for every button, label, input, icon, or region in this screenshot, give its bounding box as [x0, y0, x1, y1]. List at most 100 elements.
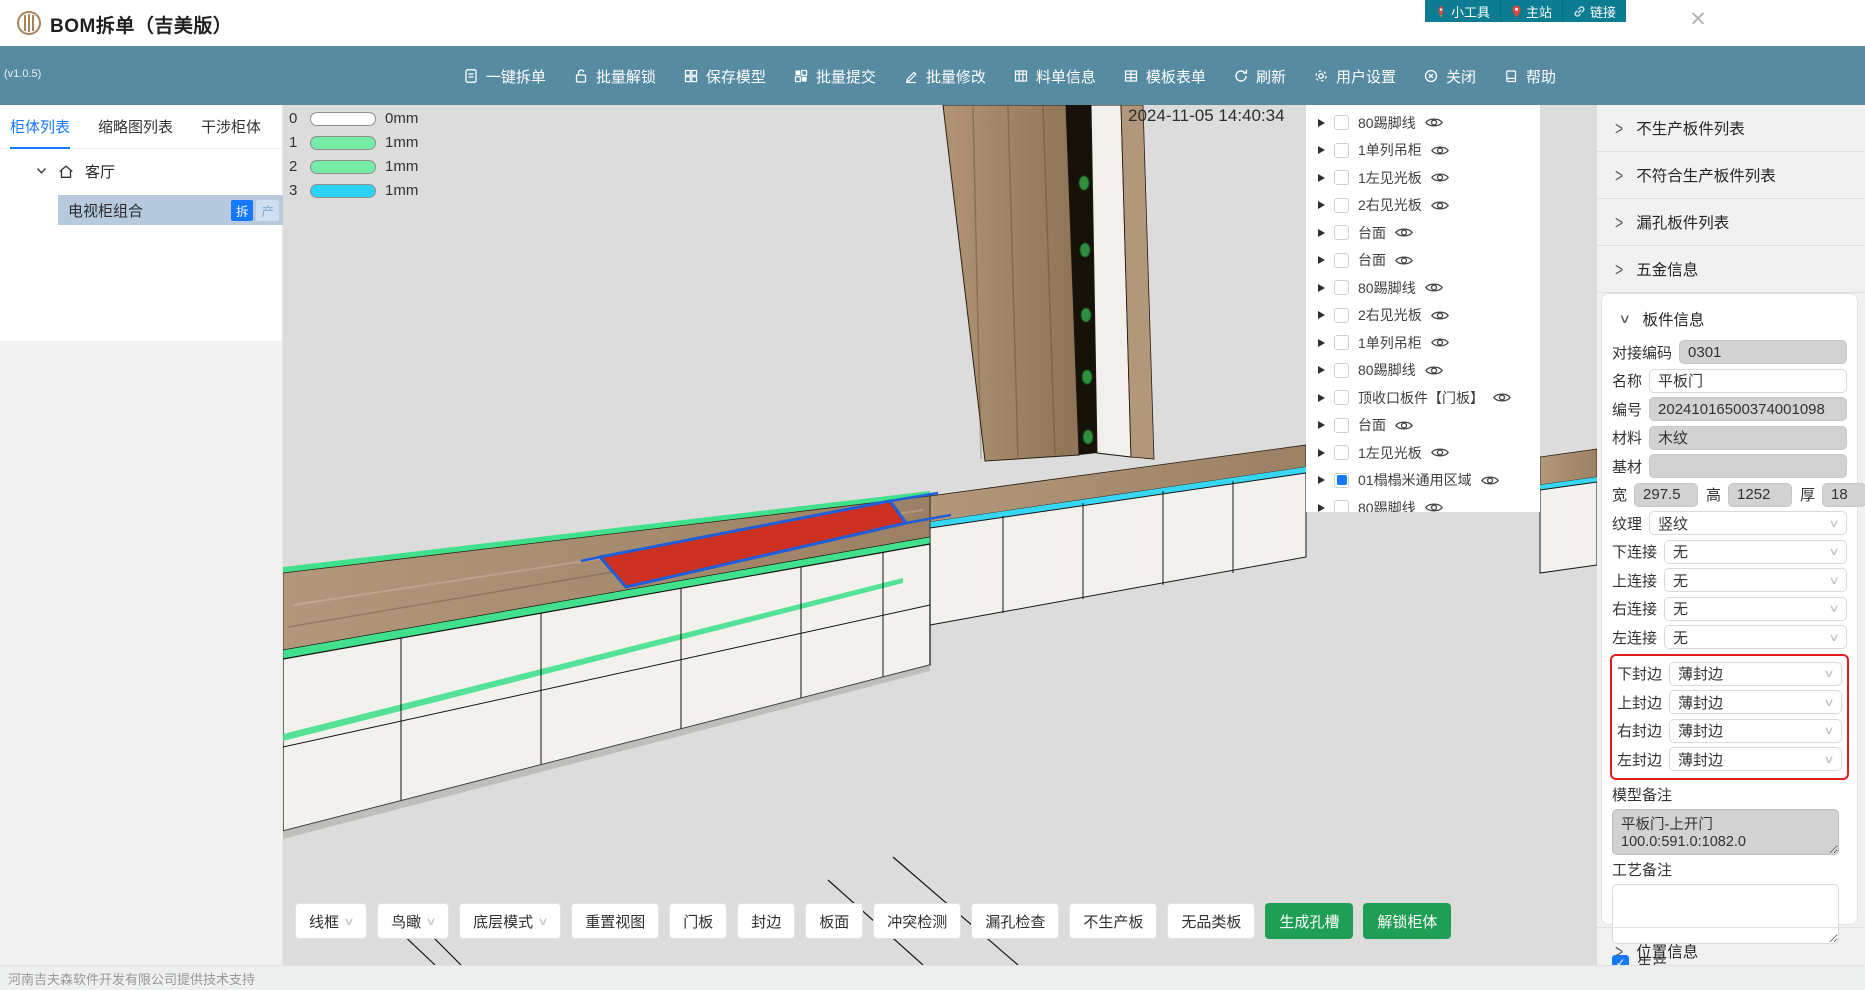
expand-caret-icon[interactable]	[1318, 146, 1325, 155]
visibility-eye-icon[interactable]	[1430, 446, 1449, 459]
edge-top-select[interactable]: 薄封边 ∨	[1669, 690, 1842, 714]
component-checkbox[interactable]	[1334, 445, 1349, 461]
component-checkbox[interactable]	[1334, 252, 1349, 268]
expand-caret-icon[interactable]	[1318, 503, 1325, 512]
batch-edit-button[interactable]: 批量修改	[903, 66, 986, 87]
component-tree-row[interactable]: 顶收口板件【门板】	[1306, 384, 1540, 412]
component-tree-row[interactable]: 1单列吊柜	[1306, 329, 1540, 357]
expand-caret-icon[interactable]	[1318, 283, 1325, 292]
component-tree-row[interactable]: 1左见光板	[1306, 439, 1540, 467]
component-tree-row[interactable]: 80踢脚线	[1306, 109, 1540, 137]
view-tool-button[interactable]: 封边	[737, 903, 796, 939]
template-form-button[interactable]: 模板表单	[1123, 66, 1206, 87]
user-settings-button[interactable]: 用户设置	[1313, 66, 1396, 87]
component-checkbox[interactable]	[1334, 390, 1349, 406]
status-badge[interactable]: 拆	[230, 199, 254, 221]
view-tool-button[interactable]: 生成孔槽	[1265, 903, 1354, 939]
edge-bottom-select[interactable]: 薄封边 ∨	[1669, 661, 1842, 686]
visibility-eye-icon[interactable]	[1430, 309, 1449, 322]
component-tree-row[interactable]: 80踢脚线	[1306, 357, 1540, 385]
component-tree-row[interactable]: 80踢脚线	[1306, 494, 1540, 512]
component-checkbox[interactable]	[1334, 500, 1349, 512]
model-note-textarea[interactable]: 平板门-上开门 100.0:591.0:1082.0	[1612, 808, 1839, 855]
panel-section-header[interactable]: > 五金信息	[1597, 246, 1865, 293]
view-tool-button[interactable]: 不生产板	[1069, 903, 1158, 939]
material-input[interactable]	[1649, 425, 1847, 450]
conn-left-select[interactable]: 无 ∨	[1664, 625, 1847, 649]
quick-link-link[interactable]: 链接	[1563, 0, 1626, 22]
viewport-3d[interactable]: 2024-11-05 14:40:34 0 0mm 1 1mm 2 1mm 3	[283, 105, 1597, 965]
component-checkbox[interactable]	[1334, 115, 1349, 131]
sidebar-tab[interactable]: 柜体列表	[10, 105, 71, 149]
sidebar-tab[interactable]: 缩略图列表	[98, 105, 173, 149]
edge-left-select[interactable]: 薄封边 ∨	[1669, 747, 1842, 771]
visibility-eye-icon[interactable]	[1395, 254, 1413, 267]
view-tool-button[interactable]: 无品类板	[1167, 903, 1256, 939]
craft-note-textarea[interactable]	[1612, 883, 1839, 944]
visibility-eye-icon[interactable]	[1424, 501, 1443, 512]
component-checkbox[interactable]	[1334, 280, 1349, 296]
expand-caret-icon[interactable]	[1318, 201, 1325, 210]
view-tool-button[interactable]: 门板	[669, 903, 728, 939]
component-checkbox[interactable]	[1334, 335, 1349, 351]
save-model-button[interactable]: 保存模型	[683, 66, 766, 87]
component-tree-row[interactable]: 1单列吊柜	[1306, 137, 1540, 165]
tree-item-tv-cabinet[interactable]: 电视柜组合 拆产	[58, 195, 283, 225]
component-checkbox[interactable]	[1334, 170, 1349, 186]
view-tool-button[interactable]: 重置视图	[571, 903, 660, 939]
expand-caret-icon[interactable]	[1318, 476, 1325, 485]
name-input[interactable]	[1649, 368, 1847, 393]
expand-caret-icon[interactable]	[1318, 173, 1325, 182]
view-tool-button[interactable]: 线框 ∨	[295, 903, 368, 939]
component-checkbox[interactable]	[1334, 142, 1349, 158]
bom-info-button[interactable]: 料单信息	[1013, 66, 1096, 87]
refresh-button[interactable]: 刷新	[1233, 66, 1286, 87]
view-tool-button[interactable]: 底层模式 ∨	[459, 903, 562, 939]
panel-section-header[interactable]: > 不符合生产板件列表	[1597, 152, 1865, 199]
component-tree-row[interactable]: 台面	[1306, 412, 1540, 440]
component-checkbox[interactable]	[1334, 197, 1349, 213]
batch-unlock-button[interactable]: 批量解锁	[573, 66, 656, 87]
visibility-eye-icon[interactable]	[1430, 171, 1449, 184]
expand-caret-icon[interactable]	[1318, 366, 1325, 375]
close-app-button[interactable]: 关闭	[1423, 66, 1476, 87]
panel-info-header[interactable]: ∨ 板件信息	[1610, 298, 1849, 340]
help-button[interactable]: 帮助	[1503, 66, 1556, 87]
component-tree-row[interactable]: 80踢脚线	[1306, 274, 1540, 302]
expand-caret-icon[interactable]	[1318, 393, 1325, 402]
visibility-eye-icon[interactable]	[1424, 281, 1443, 294]
quick-link-tools[interactable]: 小工具	[1425, 0, 1502, 22]
expand-caret-icon[interactable]	[1318, 311, 1325, 320]
view-tool-button[interactable]: 板面	[805, 903, 864, 939]
component-tree-row[interactable]: 2右见光板	[1306, 302, 1540, 330]
visibility-eye-icon[interactable]	[1424, 364, 1443, 377]
conn-right-select[interactable]: 无 ∨	[1664, 596, 1847, 621]
component-checkbox[interactable]	[1334, 472, 1349, 488]
substrate-input[interactable]	[1649, 454, 1847, 478]
expand-caret-icon[interactable]	[1318, 338, 1325, 347]
expand-caret-icon[interactable]	[1318, 448, 1325, 457]
visibility-eye-icon[interactable]	[1430, 336, 1449, 349]
visibility-eye-icon[interactable]	[1480, 474, 1499, 487]
expand-caret-icon[interactable]	[1318, 228, 1325, 237]
number-input[interactable]	[1649, 397, 1847, 421]
sidebar-tab[interactable]: 干涉柜体	[201, 105, 261, 149]
thickness-input[interactable]	[1822, 482, 1865, 507]
panel-section-header[interactable]: > 不生产板件列表	[1597, 105, 1865, 152]
component-tree-row[interactable]: 2右见光板	[1306, 192, 1540, 220]
visibility-eye-icon[interactable]	[1430, 144, 1449, 157]
grain-select[interactable]: 竖纹 ∨	[1649, 511, 1847, 535]
status-badge[interactable]: 产	[256, 199, 279, 221]
view-tool-button[interactable]: 鸟瞰 ∨	[377, 903, 450, 939]
component-checkbox[interactable]	[1334, 417, 1349, 433]
component-tree-row[interactable]: 01榻榻米通用区域	[1306, 467, 1540, 495]
dock-code-input[interactable]	[1679, 340, 1847, 364]
component-checkbox[interactable]	[1334, 225, 1349, 241]
conn-bottom-select[interactable]: 无 ∨	[1664, 539, 1847, 564]
expand-caret-icon[interactable]	[1318, 256, 1325, 265]
height-input[interactable]	[1728, 482, 1793, 507]
component-tree-row[interactable]: 1左见光板	[1306, 164, 1540, 192]
cabinet-3d-scene[interactable]	[283, 105, 1597, 965]
component-checkbox[interactable]	[1334, 362, 1349, 378]
close-window-icon[interactable]: ✕	[1689, 7, 1707, 31]
